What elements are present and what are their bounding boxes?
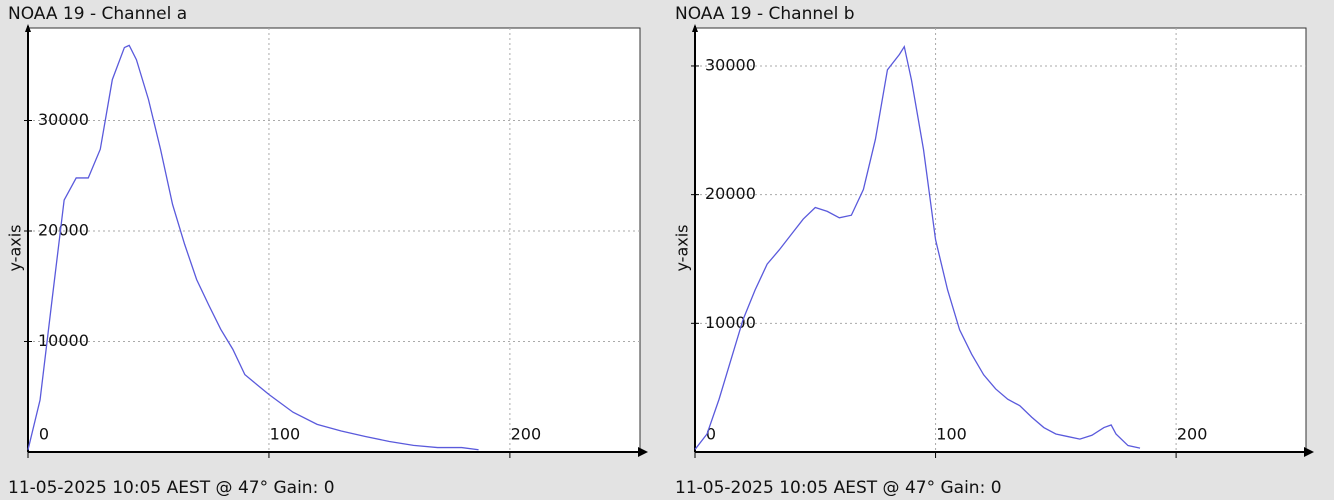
y-tick-label: 10000: [705, 313, 756, 332]
data-line: [694, 44, 1141, 450]
x-tick-label: 0: [39, 425, 49, 444]
y-axis-arrow: [25, 24, 31, 32]
x-tick-label: 100: [936, 425, 967, 444]
y-tick-label: 10000: [38, 331, 89, 350]
footer: 11-05-2025 10:05 AEST @ 47° Gain: 0: [675, 478, 1002, 498]
y-axis-arrow: [692, 24, 698, 32]
chart-title: NOAA 19 - Channel a: [8, 4, 187, 24]
x-tick-label: 200: [1177, 425, 1208, 444]
y-axis-label: y-axis: [6, 224, 25, 271]
y-tick-label: 20000: [38, 220, 89, 239]
plot-area: [694, 27, 1307, 453]
plot-area: [27, 27, 641, 453]
x-tick-label: 200: [511, 425, 542, 444]
y-tick-label: 30000: [705, 55, 756, 74]
x-tick-label: 100: [270, 425, 301, 444]
data-line: [27, 44, 479, 451]
y-tick-label: 20000: [705, 184, 756, 203]
y-axis-label: y-axis: [673, 224, 692, 271]
footer: 11-05-2025 10:05 AEST @ 47° Gain: 0: [8, 478, 335, 498]
x-axis-arrow: [1304, 447, 1314, 457]
y-tick-label: 30000: [38, 110, 89, 129]
chart-title: NOAA 19 - Channel b: [675, 4, 855, 24]
x-tick-label: 0: [706, 425, 716, 444]
x-axis-arrow: [638, 447, 648, 457]
